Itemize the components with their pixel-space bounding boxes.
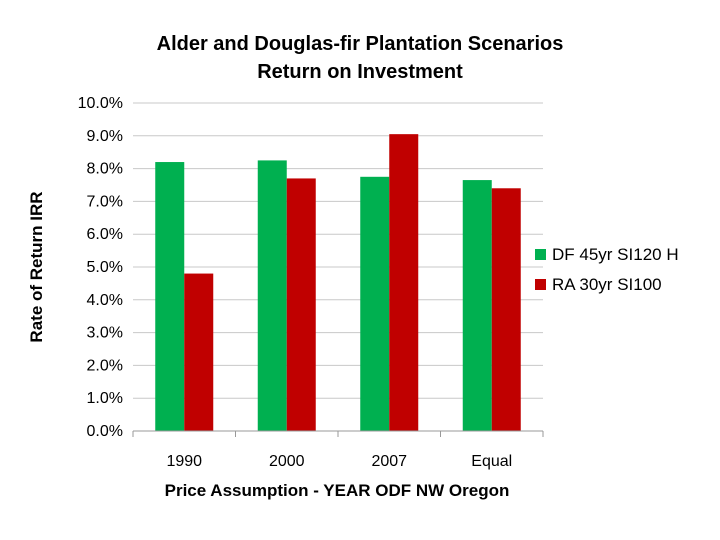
y-tick-label: 4.0% [87,292,123,309]
chart-title-line-2: Return on Investment [257,61,463,83]
y-tick-label: 10.0% [78,95,123,112]
y-tick-label: 3.0% [87,325,123,342]
bar-df-equal [462,180,492,431]
x-tick-label: 1990 [166,453,202,470]
chart-title-line-1: Alder and Douglas-fir Plantation Scenari… [157,33,564,55]
y-axis-label: Rate of Return IRR [27,191,46,342]
bars [155,134,521,432]
bar-ra-1990 [184,273,214,431]
legend-swatch [535,279,546,290]
legend-swatch [535,249,546,260]
y-tick-labels: 0.0% 1.0% 2.0% 3.0% 4.0% 5.0% 6.0% 7.0% 8.0% 9.0%… [78,95,123,440]
y-tick-label: 5.0% [87,259,123,276]
bar-ra-2000 [286,178,316,431]
bar-df-2007 [360,176,390,431]
bar-ra-equal [491,188,521,431]
y-tick-label: 6.0% [87,226,123,243]
bar-df-2000 [257,160,287,431]
x-axis [132,430,544,437]
legend: DF 45yr SI120 H RA 30yr SI100 [535,245,679,294]
y-tick-label: 7.0% [87,193,123,210]
bar-df-1990 [155,162,185,432]
legend-label: RA 30yr SI100 [552,275,662,294]
legend-label: DF 45yr SI120 H [552,245,679,264]
x-tick-labels: 1990 2000 2007 Equal [166,453,512,470]
bar-ra-2007 [389,134,419,431]
y-tick-label: 2.0% [87,357,123,374]
y-tick-label: 1.0% [87,390,123,407]
x-tick-label: 2007 [371,453,407,470]
x-tick-label: 2000 [269,453,305,470]
y-tick-label: 8.0% [87,161,123,178]
y-tick-label: 9.0% [87,128,123,145]
x-axis-label: Price Assumption - YEAR ODF NW Oregon [165,481,510,500]
y-tick-label: 0.0% [87,423,123,440]
x-tick-label: Equal [471,453,512,470]
